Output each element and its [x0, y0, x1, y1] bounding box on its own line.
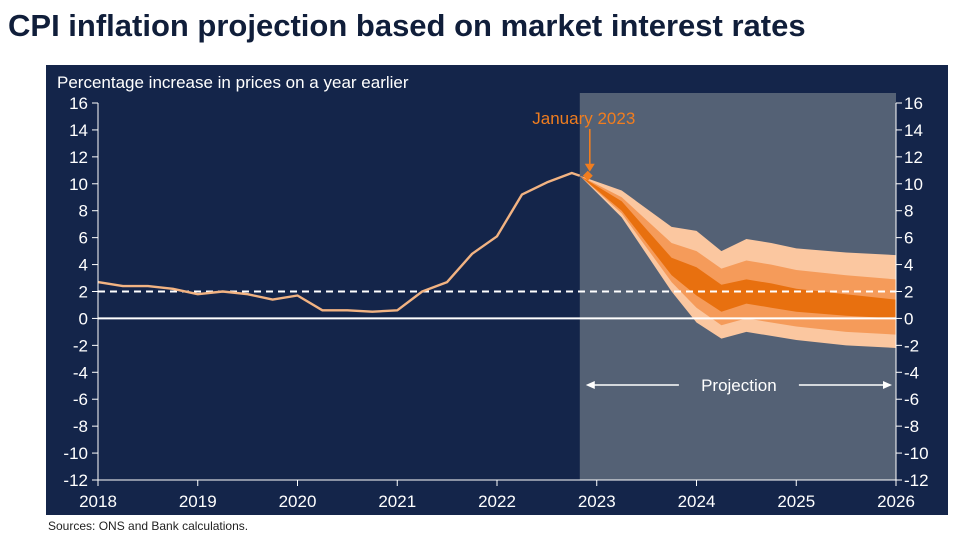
y-tick-label-left: 14: [69, 121, 88, 140]
y-tick-label-left: 2: [79, 283, 88, 302]
y-tick-label-left: -4: [73, 363, 88, 382]
y-tick-label-right: -10: [904, 444, 929, 463]
y-tick-label-left: -8: [73, 417, 88, 436]
y-tick-label-left: 0: [79, 309, 88, 328]
y-tick-label-left: -2: [73, 336, 88, 355]
annotation-marker: [582, 170, 593, 181]
y-tick-label-left: 4: [79, 256, 88, 275]
x-tick-label: 2024: [678, 492, 716, 511]
projection-arrowhead-left: [585, 381, 595, 389]
y-tick-label-left: 8: [79, 202, 88, 221]
y-tick-label-left: 16: [69, 94, 88, 113]
y-tick-label-right: 2: [904, 283, 913, 302]
fan-band-inner: [579, 175, 896, 319]
history-line: [97, 171, 581, 313]
y-axis-left: 16 14 12 10 8 6 4 2 0 -2 -4 -6 -8 -10 -12: [63, 94, 99, 490]
y-tick-label-right: 12: [904, 148, 923, 167]
y-tick-label-left: -6: [73, 390, 88, 409]
y-tick-label-left: -10: [63, 444, 88, 463]
projection-arrowhead-right: [883, 381, 892, 389]
cpi-fan-chart: Projection January 2023 Percentage incre…: [46, 65, 948, 515]
x-tick-label: 2019: [179, 492, 217, 511]
y-axis-right: 16 14 12 10 8 6 4 2 0 -2 -4 -6 -8 -10 -12: [895, 94, 929, 490]
x-tick-label: 2020: [279, 492, 317, 511]
y-tick-label-right: 16: [904, 94, 923, 113]
annotation-label: January 2023: [532, 109, 635, 128]
x-tick-label: 2022: [478, 492, 516, 511]
chart-title: CPI inflation projection based on market…: [8, 8, 806, 43]
y-tick-label-left: 6: [79, 229, 88, 248]
y-tick-label-left: -12: [63, 471, 88, 490]
y-tick-label-right: -12: [904, 471, 929, 490]
y-tick-label-right: -4: [904, 363, 919, 382]
y-tick-label-left: 10: [69, 175, 88, 194]
y-tick-label-right: 4: [904, 256, 913, 275]
x-axis: 2018 2019 2020 2021 2022 2023 2024 2025 2026: [79, 479, 915, 511]
y-axis-label: Percentage increase in prices on a year …: [57, 73, 409, 92]
projection-arrow: Projection: [585, 376, 892, 395]
x-tick-label: 2026: [877, 492, 915, 511]
y-tick-label-right: 0: [904, 309, 913, 328]
sources-note: Sources: ONS and Bank calculations.: [48, 519, 249, 533]
y-tick-label-right: -6: [904, 390, 919, 409]
y-tick-label-right: 14: [904, 121, 923, 140]
x-tick-label: 2025: [777, 492, 815, 511]
annotation-arrowhead: [584, 163, 595, 172]
projection-label: Projection: [701, 376, 777, 395]
y-tick-label-right: 6: [904, 229, 913, 248]
y-tick-label-right: 8: [904, 202, 913, 221]
y-tick-label-right: -8: [904, 417, 919, 436]
fan-bands: [579, 175, 896, 348]
y-tick-label-right: 10: [904, 175, 923, 194]
x-tick-label: 2018: [79, 492, 117, 511]
x-tick-label: 2021: [378, 492, 416, 511]
january-2023-annotation: January 2023: [532, 109, 635, 181]
y-tick-label-right: -2: [904, 336, 919, 355]
x-tick-label: 2023: [578, 492, 616, 511]
y-tick-label-left: 12: [69, 148, 88, 167]
